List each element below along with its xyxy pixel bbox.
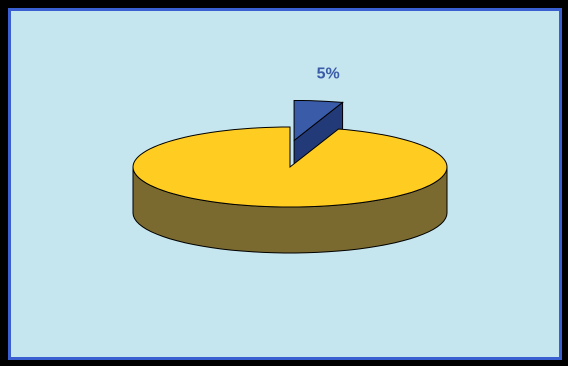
plot-area: 5% (8, 8, 562, 360)
pie-slice-0 (132, 126, 448, 208)
pie-chart: 5% (132, 66, 448, 254)
pie-slice-1 (293, 99, 344, 142)
data-label-1: 5% (317, 66, 340, 83)
